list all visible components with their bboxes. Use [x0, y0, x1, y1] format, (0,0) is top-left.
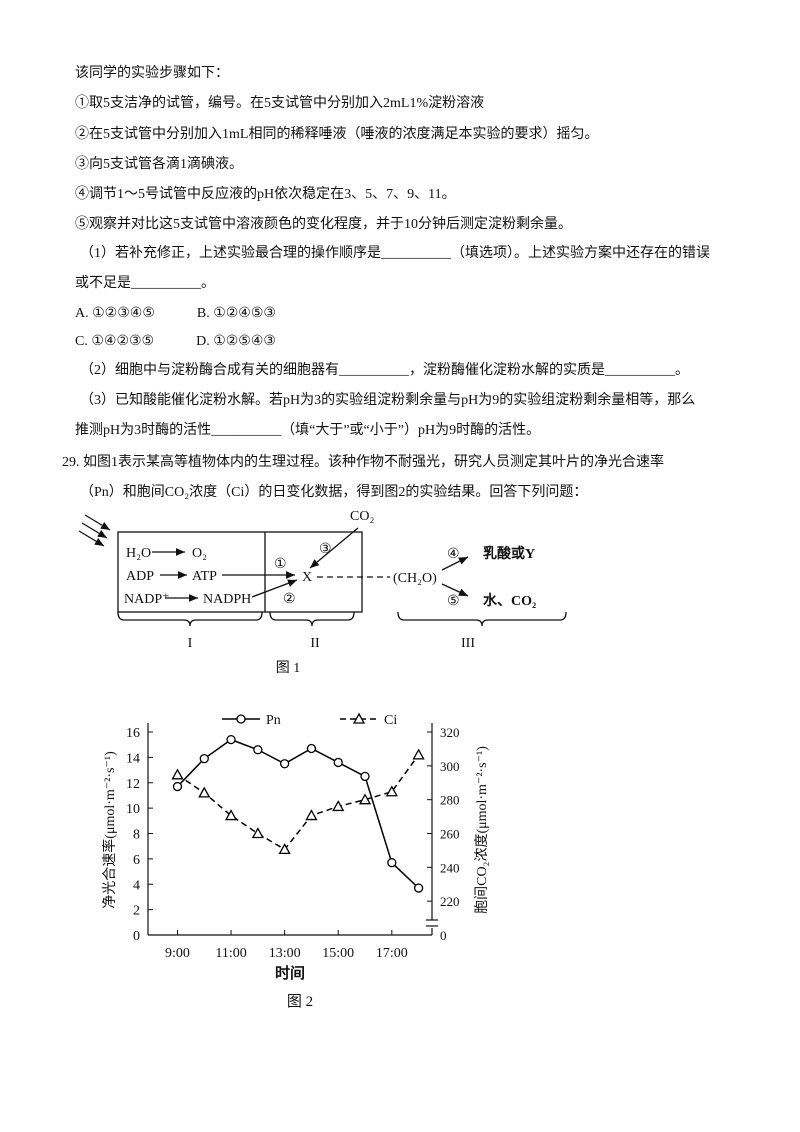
- text-line: （Pn）和胞间CO₂浓度（Ci）的日变化数据，得到图2的实验结果。回答下列问题：: [80, 485, 588, 500]
- x-tick-label: 17:00: [376, 946, 408, 961]
- label: ④: [447, 547, 460, 562]
- x-axis-title: 时间: [275, 964, 305, 982]
- y2-tick-label: 0: [440, 928, 447, 943]
- label: 乳酸或Y: [483, 545, 535, 562]
- y2-tick-label: 280: [440, 793, 460, 808]
- data-point: [278, 843, 291, 855]
- text-line: 该同学的实验步骤如下：: [75, 66, 229, 81]
- y-tick-label: 16: [126, 726, 140, 741]
- y-tick-label: 8: [133, 828, 140, 843]
- data-point: [171, 768, 184, 780]
- x-tick-label: 15:00: [322, 946, 354, 961]
- y2-tick-label: 220: [440, 894, 460, 909]
- text-line: ②在5支试管中分别加入1mL相同的稀释唾液（唾液的浓度满足本实验的要求）摇匀。: [75, 127, 599, 142]
- text-line: （1）若补充修正，上述实验最合理的操作顺序是__________（填选项）。上述…: [80, 246, 710, 261]
- series-line: [176, 738, 420, 889]
- series-line: [177, 754, 420, 851]
- y-tick-label: 14: [126, 751, 140, 766]
- data-point: [360, 771, 370, 782]
- y2-tick-label: 260: [440, 827, 460, 842]
- text-line: ①取5支洁净的试管，编号。在5支试管中分别加入2mL1%淀粉溶液: [75, 96, 485, 111]
- text-line: 29. 如图1表示某高等植物体内的生理过程。该种作物不耐强光，研究人员测定其叶片…: [62, 455, 664, 470]
- data-point: [305, 809, 318, 821]
- y-tick-label: 10: [126, 802, 140, 817]
- data-point: [332, 800, 345, 812]
- text-line: C. ①④②③⑤ D. ①②⑤④③: [75, 334, 276, 349]
- x-tick-label: 11:00: [215, 946, 246, 961]
- label: NADP⁺: [124, 592, 170, 607]
- text-line: （3）已知酸能催化淀粉水解。若pH为3的实验组淀粉剩余量与pH为9的实验组淀粉剩…: [80, 393, 696, 408]
- y-tick-label: 4: [133, 878, 140, 893]
- data-point: [251, 827, 264, 839]
- y-axis-title: 净光合速率(μmol·m⁻²·s⁻¹): [101, 751, 118, 909]
- y-tick-label: 2: [133, 904, 140, 919]
- data-point: [385, 785, 398, 797]
- data-point: [226, 734, 236, 745]
- label: CO₂: [350, 509, 374, 524]
- label: ①: [274, 557, 287, 572]
- legend-label: Pn: [266, 713, 281, 728]
- label: ②: [283, 592, 296, 607]
- data-point: [199, 753, 209, 764]
- legend-label: Ci: [384, 713, 397, 728]
- label: X: [302, 570, 312, 585]
- label: ③: [319, 542, 332, 557]
- text-line: A. ①②③④⑤ B. ①②④⑤③: [75, 306, 276, 321]
- data-point: [306, 743, 317, 754]
- label: (CH₂O): [393, 571, 437, 586]
- text-line: ④调节1～5号试管中反应液的pH依次稳定在3、5、7、9、11。: [75, 187, 456, 202]
- legend-marker: [352, 712, 366, 724]
- axes: [147, 723, 438, 936]
- y2-tick-label: 300: [440, 759, 460, 774]
- label: ATP: [192, 569, 217, 584]
- text-line: ③向5支试管各滴1滴碘液。: [75, 157, 243, 172]
- y2-tick-label: 320: [440, 725, 460, 740]
- data-point: [172, 781, 183, 792]
- y2-axis-title: 胞间CO₂浓度(μmol·m⁻²·s⁻¹): [474, 746, 490, 914]
- caption: 图 1: [276, 661, 301, 676]
- data-point: [279, 759, 290, 769]
- data-point: [387, 858, 397, 868]
- decoration: [78, 514, 567, 627]
- label: ⑤: [447, 594, 460, 609]
- label: I: [188, 636, 193, 651]
- data-point: [333, 757, 343, 768]
- label: II: [310, 636, 320, 651]
- y-tick-label: 0: [133, 929, 140, 944]
- x-tick-label: 9:00: [165, 946, 190, 961]
- y-tick-label: 6: [133, 853, 140, 868]
- figure-1: H₂O O₂ ADP ATP NADP⁺ NADPH ① ② ③ CO₂ X (…: [78, 509, 567, 676]
- text-line: ⑤观察并对比这5支试管中溶液颜色的变化程度，并于10分钟后测定淀粉剩余量。: [75, 217, 572, 232]
- y-tick-label: 12: [126, 777, 140, 792]
- data-point: [358, 793, 372, 805]
- label: III: [461, 636, 475, 651]
- label: O₂: [192, 546, 207, 561]
- legend-marker: [236, 714, 246, 724]
- text-line: 或不足是__________。: [75, 276, 215, 291]
- data-point: [224, 809, 238, 821]
- text-line: 推测pH为3时酶的活性__________（填“大于”或“小于”）pH为9时酶的…: [75, 423, 541, 438]
- caption: 图 2: [287, 993, 313, 1010]
- label: ADP: [126, 569, 154, 584]
- data-point: [198, 786, 211, 798]
- data-point: [253, 745, 263, 755]
- data-point: [413, 883, 424, 893]
- text-line: （2）细胞中与淀粉酶合成有关的细胞器有__________，淀粉酶催化淀粉水解的…: [80, 363, 689, 378]
- x-tick-label: 13:00: [269, 946, 301, 961]
- label: H₂O: [126, 546, 151, 561]
- data-point: [412, 748, 425, 760]
- y2-tick-label: 240: [440, 860, 460, 875]
- label: NADPH: [203, 592, 251, 607]
- label: 水、CO₂: [483, 592, 536, 609]
